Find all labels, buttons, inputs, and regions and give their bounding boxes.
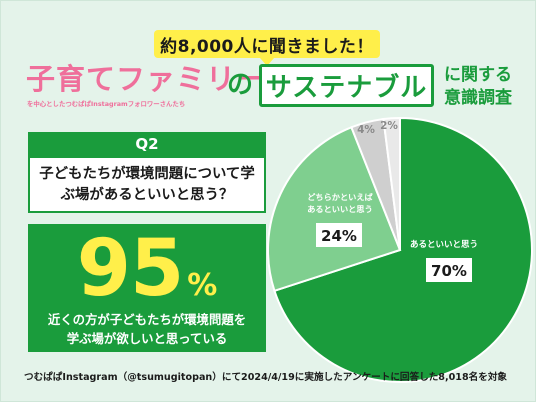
question-label: Q2: [28, 132, 266, 156]
result-box: 95% 近くの方が子どもたちが環境問題を学ぶ場が欲しいと思っている: [28, 224, 266, 352]
slice-label-1b: あるといいと思う: [307, 204, 373, 214]
value-label-3: 2%: [380, 120, 398, 132]
title-boxed: サステナブル: [259, 64, 434, 107]
title-side-line2: 意識調査: [444, 88, 512, 108]
slice-label-0: あるといいと思う: [410, 240, 478, 250]
title-side-line1: に関する: [444, 65, 512, 85]
result-big-number: 95%: [28, 226, 266, 333]
value-box-1: [316, 223, 362, 247]
pie-slice-0: [273, 116, 533, 383]
title-subtitle: を中心としたつむぱぱInstagramフォロワーさんたち: [27, 100, 186, 108]
survey-banner: 約8,000人に聞きました！: [154, 30, 380, 66]
footnote: つむぱぱInstagram（@tsumugitopan）にて2024/4/19に…: [24, 372, 508, 383]
title-main: 子育てファミリー: [26, 62, 267, 96]
result-caption: 近くの方が子どもたちが環境問題を学ぶ場が欲しいと思っている: [47, 312, 247, 346]
value-box-0: [426, 258, 472, 282]
title-particle: の: [227, 70, 254, 100]
value-label-0: 70%: [431, 262, 467, 280]
slice-label-1a: どちらかといえば: [307, 192, 373, 202]
pie-slice-3: [382, 116, 401, 251]
value-label-2: 4%: [357, 124, 375, 136]
title-side: に関する 意識調査: [444, 64, 512, 110]
result-unit: %: [187, 268, 218, 303]
result-number: 95: [76, 224, 185, 314]
question-box: 子どもたちが環境問題について学ぶ場があるといいと思う？: [28, 156, 266, 213]
value-label-1: 24%: [321, 227, 357, 245]
question-text: 子どもたちが環境問題について学ぶ場があるといいと思う？: [39, 165, 255, 203]
